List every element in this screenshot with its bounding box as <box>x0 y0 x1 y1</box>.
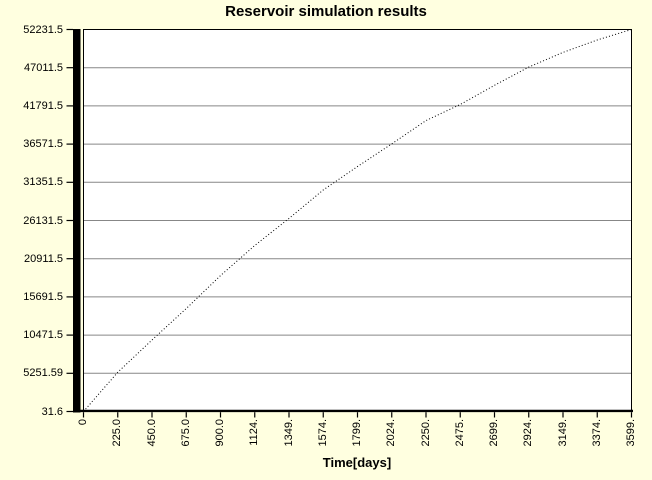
series-line <box>83 29 632 412</box>
x-tick-label: 2475. <box>453 419 466 447</box>
y-axis-bar <box>73 29 81 413</box>
x-tick-label: 1799. <box>351 419 363 447</box>
x-axis-title: Time[days] <box>322 455 392 470</box>
y-tick-label: 15691.5 <box>23 290 63 303</box>
x-tick-label: 2924. <box>522 419 535 447</box>
y-tick-label: 52231.5 <box>23 23 63 36</box>
y-tick-label: 36571.5 <box>23 138 63 151</box>
y-tick-label: 41791.5 <box>23 99 63 112</box>
y-tick-label: 47011.5 <box>24 61 63 74</box>
x-tick-label: 2024. <box>385 419 398 447</box>
x-tick-label: 3374. <box>590 419 603 447</box>
y-tick-label: 31.6 <box>41 405 63 418</box>
x-tick-label: 450.0 <box>145 419 158 447</box>
x-tick-label: 3599. <box>625 419 637 447</box>
x-tick-label: 900.0 <box>214 419 226 447</box>
x-tick-label: 0 <box>77 419 89 426</box>
x-tick-label: 2250. <box>419 419 432 447</box>
x-tick-label: 2699. <box>488 419 500 447</box>
x-tick-label: 1574. <box>316 419 329 447</box>
y-tick-label: 26131.5 <box>23 214 63 227</box>
x-tick-label: 675.0 <box>179 419 192 447</box>
x-tick-label: 225.0 <box>111 419 124 447</box>
x-tick-label: 3149. <box>556 419 569 447</box>
y-tick-label: 31351.5 <box>23 176 63 189</box>
y-tick-label: 20911.5 <box>24 252 63 265</box>
chart-title: Reservoir simulation results <box>225 3 427 20</box>
y-tick-label: 10471.5 <box>23 329 63 342</box>
x-tick-label: 1124. <box>248 419 261 446</box>
x-tick-label: 1349. <box>282 419 295 447</box>
y-tick-label: 5251.59 <box>23 367 63 380</box>
